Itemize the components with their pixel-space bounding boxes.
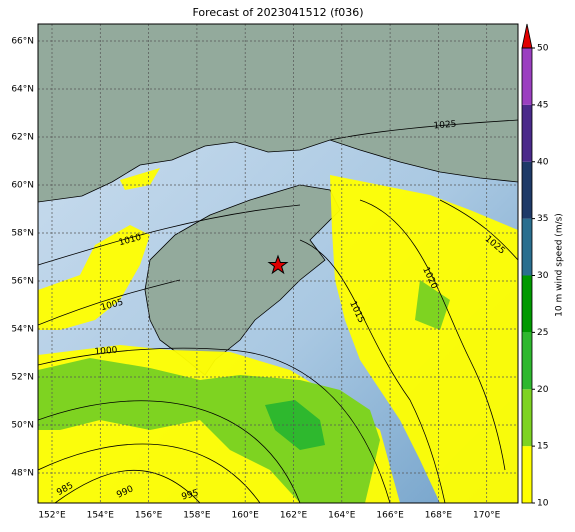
isobar-label: 995 xyxy=(181,488,200,502)
colorbar-segment xyxy=(522,275,532,333)
colorbar: 10 15 20 25 30 35 40 45 50 xyxy=(521,23,549,509)
map-title: Forecast of 2023041512 (f036) xyxy=(192,6,363,19)
lon-label: 158°E xyxy=(183,511,211,521)
lat-label: 66°N xyxy=(11,37,34,47)
graticule xyxy=(38,24,518,503)
lat-label: 58°N xyxy=(11,229,34,239)
location-star xyxy=(267,254,289,275)
colorbar-tick-label: 35 xyxy=(537,214,548,224)
colorbar-segment xyxy=(522,218,532,276)
lon-label: 156°E xyxy=(135,511,163,521)
isobar-label: 1000 xyxy=(94,345,118,357)
colorbar-segment xyxy=(522,446,532,503)
lat-label: 50°N xyxy=(11,421,34,431)
colorbar-label: 10 m wind speed (m/s) xyxy=(555,213,565,317)
colorbar-tick-label: 40 xyxy=(537,157,549,167)
lon-label: 152°E xyxy=(38,511,66,521)
lat-label: 52°N xyxy=(11,373,34,383)
colorbar-segment xyxy=(522,104,532,162)
lon-label: 168°E xyxy=(425,511,453,521)
colorbar-segment xyxy=(522,161,532,219)
lat-label: 62°N xyxy=(11,133,34,143)
lon-label: 154°E xyxy=(87,511,115,521)
lon-label: 160°E xyxy=(232,511,260,521)
lon-label: 166°E xyxy=(376,511,404,521)
colorbar-tick-label: 30 xyxy=(537,271,549,281)
wind-area xyxy=(120,168,160,190)
wind-area xyxy=(38,225,150,330)
colorbar-tick-label: 20 xyxy=(537,385,549,395)
colorbar-segment xyxy=(522,48,532,105)
lat-label: 64°N xyxy=(11,85,34,95)
wind-area xyxy=(38,358,380,503)
colorbar-tick-label: 50 xyxy=(537,44,549,54)
lat-label: 60°N xyxy=(11,181,34,191)
colorbar-tick-label: 15 xyxy=(537,442,548,452)
land xyxy=(38,24,518,203)
colorbar-extend xyxy=(521,23,533,49)
lat-label: 56°N xyxy=(11,277,34,287)
colorbar-segment xyxy=(522,332,532,390)
colorbar-segment xyxy=(522,389,532,447)
lon-label: 162°E xyxy=(280,511,308,521)
lat-label: 48°N xyxy=(11,469,34,479)
wind-area xyxy=(330,175,518,503)
colorbar-tick-label: 45 xyxy=(537,100,548,110)
colorbar-tick-label: 10 xyxy=(537,499,549,509)
lon-label: 170°E xyxy=(473,511,501,521)
colorbar-tick-label: 25 xyxy=(537,328,548,338)
map-frame xyxy=(37,23,519,504)
isobar-label: 1025 xyxy=(433,120,457,132)
lon-label: 164°E xyxy=(328,511,356,521)
lat-label: 54°N xyxy=(11,325,34,335)
wind-area xyxy=(415,280,450,330)
isobars xyxy=(38,119,518,503)
